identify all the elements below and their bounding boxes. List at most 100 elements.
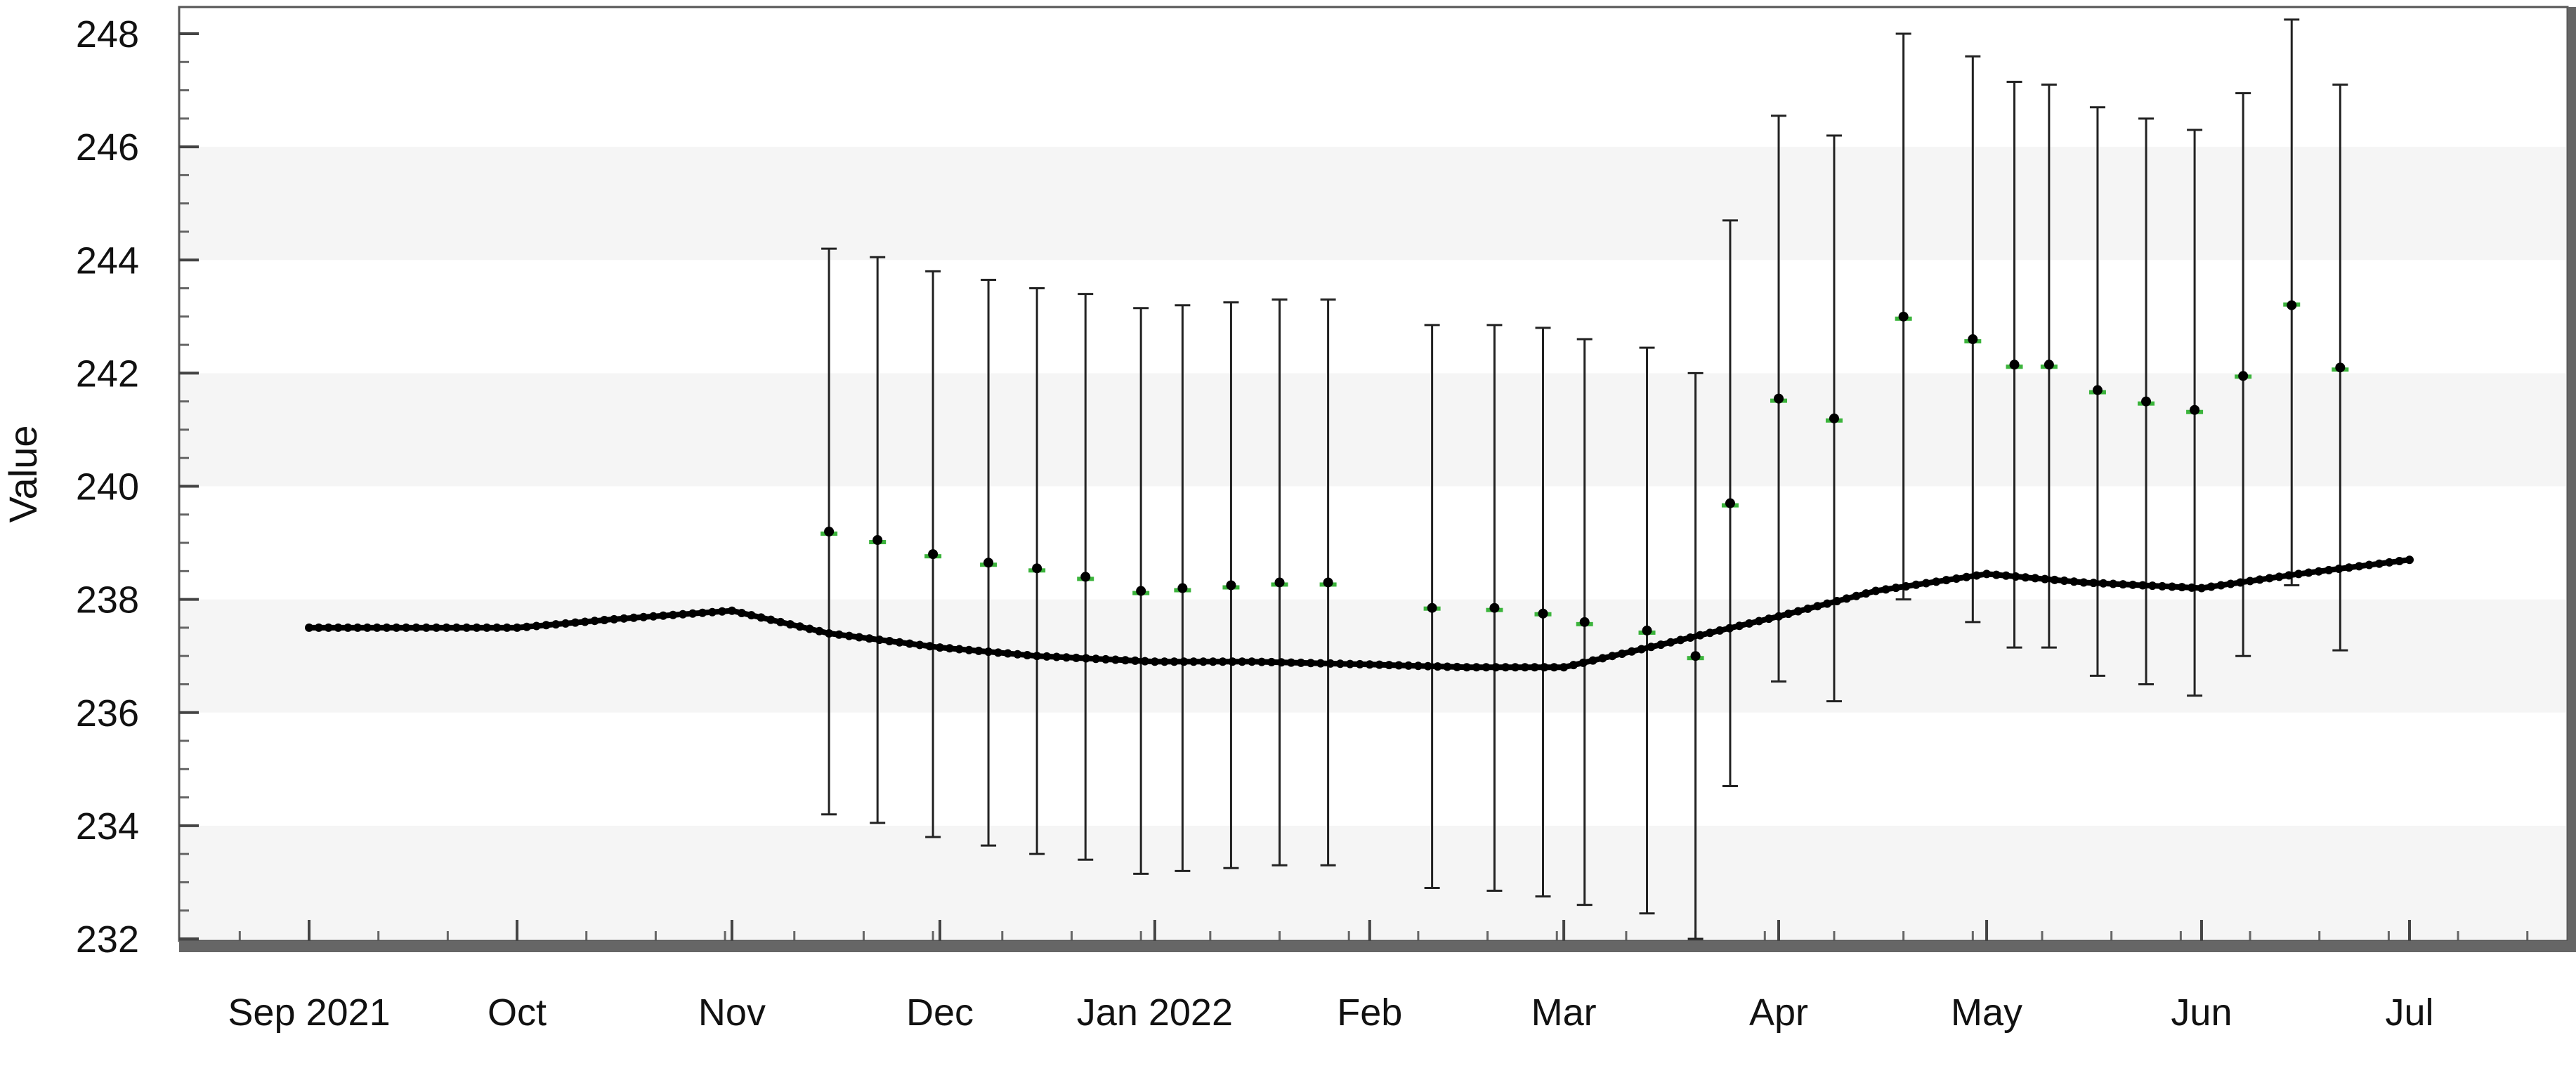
series-marker: [1656, 640, 1666, 650]
forecast-point: [1174, 304, 1191, 872]
series-marker: [2060, 577, 2069, 586]
series-marker: [885, 636, 894, 645]
series-marker: [1423, 661, 1432, 671]
y-tick-label: 238: [76, 579, 139, 621]
forecast-point: [1423, 324, 1441, 889]
series-marker: [1881, 585, 1890, 594]
series-marker: [2365, 560, 2374, 569]
series-marker: [2119, 580, 2128, 589]
series-marker: [1696, 631, 1705, 640]
series-marker: [353, 623, 362, 632]
y-axis-title: Value: [1, 425, 45, 522]
series-marker: [1608, 652, 1617, 661]
forecast-point: [1271, 298, 1288, 867]
series-marker: [1130, 656, 1139, 665]
forecast-marker: [2335, 362, 2346, 373]
series-marker: [2294, 569, 2303, 579]
y-tick-label: 246: [76, 126, 139, 169]
series-marker: [570, 618, 580, 627]
series-marker: [1345, 659, 1354, 668]
series-marker: [2236, 578, 2245, 587]
series-marker: [875, 635, 884, 645]
series-marker: [895, 638, 904, 647]
grid-bands: [179, 7, 2568, 941]
forecast-marker: [1898, 311, 1909, 322]
series-marker: [513, 623, 522, 632]
series-marker: [600, 616, 609, 625]
x-tick-label: Sep 2021: [228, 992, 390, 1034]
grid-band: [181, 373, 2566, 487]
series-marker: [1735, 621, 1744, 631]
series-marker: [2079, 578, 2088, 587]
y-tick-label: 244: [76, 239, 139, 282]
series-marker: [905, 639, 914, 648]
series-marker: [1062, 653, 1071, 662]
series-marker: [502, 623, 511, 632]
series-marker: [2284, 571, 2294, 580]
forecast-point: [924, 270, 942, 838]
forecast-point: [2040, 84, 2058, 649]
series-marker: [1433, 662, 1442, 671]
series-marker: [993, 648, 1002, 657]
series-marker: [1992, 570, 2001, 579]
series-marker: [1745, 619, 1754, 628]
forecast-marker: [1538, 608, 1548, 619]
series-marker: [945, 644, 954, 653]
series-marker: [639, 612, 648, 621]
series-marker: [1120, 656, 1130, 665]
forecast-point: [1638, 346, 1656, 915]
series-marker: [925, 642, 934, 651]
x-tick-label: Jan 2022: [1077, 992, 1233, 1034]
series-marker: [314, 623, 323, 632]
series-marker: [2246, 577, 2255, 586]
series-marker: [1296, 658, 1305, 667]
series-marker: [305, 623, 313, 632]
series-marker: [2226, 579, 2235, 588]
series-marker: [935, 643, 944, 652]
x-tick-label: Jul: [2385, 992, 2433, 1034]
forecast-point: [1077, 293, 1094, 861]
series-marker: [1765, 614, 1774, 624]
series-marker: [2158, 581, 2167, 591]
series-marker: [620, 614, 629, 623]
series-marker: [757, 613, 766, 622]
forecast-marker: [1226, 580, 1236, 591]
series-marker: [532, 621, 541, 631]
series-marker: [1666, 638, 1675, 647]
series-marker: [835, 630, 844, 639]
series-marker: [965, 645, 974, 654]
series-marker: [1443, 662, 1452, 671]
series-marker: [2344, 563, 2353, 572]
series-marker: [2168, 582, 2177, 591]
series-marker: [1101, 654, 1110, 664]
forecast-point: [1132, 307, 1150, 875]
y-tick-label: 248: [76, 13, 139, 55]
y-axis: 232 234 236 238 240 242 244 246 248: [76, 13, 199, 961]
series-marker: [727, 606, 736, 615]
series-marker: [2385, 558, 2394, 567]
series-marker: [1267, 657, 1276, 666]
series-marker: [580, 617, 589, 626]
grid-band: [181, 260, 2566, 374]
series-marker: [1013, 650, 1022, 659]
series-marker: [2206, 582, 2216, 591]
series-marker: [1637, 645, 1646, 654]
series-marker: [2395, 557, 2404, 566]
series-marker: [1092, 654, 1101, 664]
series-marker: [1755, 617, 1764, 626]
series-marker: [421, 623, 431, 632]
series-marker: [551, 620, 561, 629]
series-marker: [974, 646, 983, 655]
series-marker: [1813, 602, 1822, 611]
series-marker: [1598, 654, 1607, 663]
series-marker: [1588, 656, 1597, 665]
forecast-point: [1534, 327, 1552, 898]
series-marker: [1042, 652, 1052, 661]
series-marker: [2216, 581, 2225, 590]
series-marker: [482, 623, 491, 632]
grid-band: [181, 34, 2566, 147]
series-marker: [1228, 657, 1237, 666]
y-tick-label: 232: [76, 918, 139, 961]
series-marker: [372, 623, 381, 632]
